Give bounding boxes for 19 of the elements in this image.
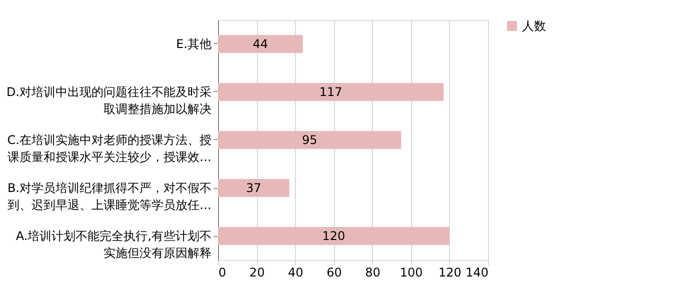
x-tick-label: 0	[218, 266, 226, 280]
y-tick-label: B.对学员培训纪律抓得不严，对不假不到、迟到早退、上课睡觉等学员放任…	[7, 181, 212, 212]
x-tick-label: 120	[438, 266, 462, 280]
y-tick-label: C.在培训实施中对老师的授课方法、授课质量和授课水平关注较少，授课效…	[7, 133, 212, 164]
data-label: 117	[319, 85, 342, 99]
x-tick-label: 140	[466, 266, 488, 280]
y-tick-label: A.培训计划不能完全执行,有些计划不实施但没有原因解释	[16, 229, 212, 260]
x-tick-label: 60	[326, 266, 342, 280]
y-tick-label: E.其他	[176, 37, 212, 51]
data-label: 120	[322, 229, 346, 243]
x-tick-label: 40	[288, 266, 304, 280]
data-label: 44	[252, 37, 268, 51]
data-label: 37	[246, 181, 262, 195]
y-tick-label: D.对培训中出现的问题往往不能及时采取调整措施加以解决	[6, 85, 212, 116]
data-label: 95	[302, 133, 318, 147]
x-tick-label: 100	[400, 266, 423, 280]
x-tick-label: 80	[365, 266, 380, 280]
legend-label: 人数	[522, 19, 546, 33]
x-tick-label: 20	[249, 266, 265, 280]
